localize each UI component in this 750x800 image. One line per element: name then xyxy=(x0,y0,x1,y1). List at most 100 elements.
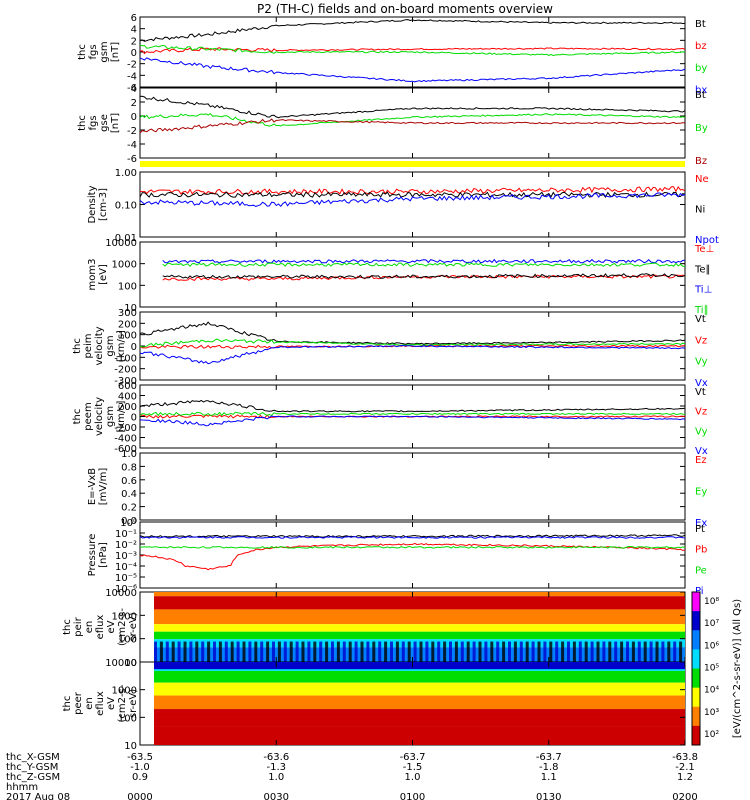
y-axis-label: E=-VxB[mV/m] xyxy=(87,468,109,506)
colorbar-segment xyxy=(692,668,700,689)
colorbar-segment xyxy=(692,706,700,727)
spectrogram-speckle xyxy=(549,641,553,662)
spectrogram-band xyxy=(154,726,685,745)
y-tick-label: 10 xyxy=(124,303,137,314)
spectrogram-band xyxy=(154,670,685,683)
spectrogram-speckle xyxy=(372,641,376,662)
spectrogram-speckle xyxy=(649,641,653,662)
spectrogram-band xyxy=(154,709,685,718)
ephemeris-value: -1.3 xyxy=(266,762,286,773)
spectrogram-speckle xyxy=(437,641,441,662)
y-axis-label-line: eflux xyxy=(95,691,106,716)
y-tick-label: 10⁻¹ xyxy=(115,529,137,540)
ephemeris-value: -63.8 xyxy=(672,752,698,763)
x-axis-label: hhmm xyxy=(6,782,38,793)
spectrogram-speckle xyxy=(266,641,270,662)
spectrogram-speckle xyxy=(360,641,364,662)
y-axis-label-line: Density xyxy=(87,185,98,223)
spectrogram-speckle xyxy=(443,641,447,662)
spectrogram-speckle xyxy=(413,641,417,662)
panel-4: 10000 1000 100 10 mom3[eV] Te⊥ Te∥ Ti⊥ Ti∥ xyxy=(87,238,714,316)
panel-2: 4 2 0 -2 -4 -6 thcfgsgse[nT] Bt By Bz xyxy=(77,84,708,167)
legend-entry: Vz xyxy=(695,407,707,418)
legend-entry: bx xyxy=(695,85,707,96)
colorbar-tick-label: 10² xyxy=(704,730,719,740)
y-axis-label-line: thc xyxy=(72,338,83,354)
y-axis-label: Pressure[nPa] xyxy=(87,534,109,577)
legend-entry: bz xyxy=(695,41,707,52)
legend-entry: Vx xyxy=(695,378,708,389)
y-axis-label-line: en xyxy=(84,697,95,710)
legend-entry: Bt xyxy=(695,90,706,101)
spectrogram-speckle xyxy=(224,641,228,662)
series-line-1 xyxy=(139,534,686,538)
spectrogram-speckle xyxy=(543,641,547,662)
spectrogram-speckle xyxy=(230,641,234,662)
legend-entry: Vz xyxy=(695,335,707,346)
spectrogram-speckle xyxy=(490,641,494,662)
legend-entry: Ni xyxy=(695,205,705,216)
spectrogram-speckle xyxy=(307,641,311,662)
y-tick-label: 200 xyxy=(118,402,137,413)
spectrogram-speckle xyxy=(631,641,635,662)
spectrogram-fill xyxy=(154,662,685,745)
spectrogram-speckle xyxy=(567,641,570,662)
spectrogram-speckle xyxy=(431,641,435,662)
spectrogram-speckle xyxy=(336,641,340,662)
y-axis-label-line: [nT] xyxy=(110,42,121,62)
y-axis-label-line: gse xyxy=(99,114,110,132)
y-tick-label: -200 xyxy=(114,423,137,434)
series-line-3 xyxy=(139,411,686,417)
spectrogram-speckle xyxy=(555,641,559,662)
series-line-1 xyxy=(139,185,686,195)
y-tick-label: 0.2 xyxy=(121,503,137,514)
x-tick-label: 0100 xyxy=(400,792,425,800)
y-tick-label: 200 xyxy=(118,319,137,330)
series-line-4 xyxy=(139,57,686,83)
ephemeris-value: -63.7 xyxy=(536,752,562,763)
y-axis-label: thcpeirenefluxeV(cm2-s-sr-eV) xyxy=(62,608,139,646)
spectrogram-speckle xyxy=(472,641,476,662)
y-axis-label-line: en xyxy=(84,621,95,634)
colorbar: 10⁸ 10⁷ 10⁶ 10⁵ 10⁴ 10³ 10² [eV/(cm^2-s-sr-eV)]… xyxy=(691,591,743,746)
spectrogram-speckle xyxy=(466,641,470,662)
y-axis-label-line: velocity xyxy=(94,326,105,365)
y-tick-label: 0 xyxy=(131,342,137,353)
spectrogram-speckle xyxy=(590,641,594,662)
spectrogram-speckle xyxy=(313,641,317,662)
legend-entry: Vy xyxy=(695,426,708,437)
y-tick-label: 10⁻⁴ xyxy=(115,562,137,573)
y-axis-label-line: thc xyxy=(62,619,73,635)
spectrogram-speckle xyxy=(584,641,588,662)
y-axis-label-line: [km/s] xyxy=(116,400,127,432)
y-axis-label-line: thc xyxy=(72,409,83,425)
spectrogram-speckle xyxy=(154,641,157,662)
spectrogram-speckle xyxy=(449,641,452,662)
ephemeris-value: 1.1 xyxy=(541,772,557,783)
series-line-3 xyxy=(162,258,686,264)
footer-group: thc_X-GSM -63.5 -63.6 -63.7 -63.7 -63.8 thc_Y-… xyxy=(6,752,698,800)
legend-entry: Npot xyxy=(695,235,719,246)
y-tick-label: 10 xyxy=(124,741,137,752)
ephemeris-value: -1.5 xyxy=(403,762,423,773)
y-tick-label: 100 xyxy=(118,331,137,342)
series-line-2 xyxy=(162,273,686,279)
spectrogram-speckle xyxy=(484,641,488,662)
spectrogram-band xyxy=(154,717,685,727)
y-axis-label: thcfgsgsm[nT] xyxy=(77,41,121,62)
ephemeris-value: -63.7 xyxy=(400,752,426,763)
y-tick-label: 0.8 xyxy=(121,462,137,473)
spectrogram-speckle xyxy=(295,641,299,662)
legend-entry: Ex xyxy=(695,518,707,529)
x-tick-label: 0130 xyxy=(536,792,561,800)
spectrogram-band xyxy=(154,662,685,670)
y-tick-label: 2 xyxy=(131,98,137,109)
legend-entry: Ey xyxy=(695,487,707,498)
spectrogram-speckle xyxy=(395,641,399,662)
spectrogram-speckle xyxy=(626,641,629,662)
y-axis-label-line: sr-eV) xyxy=(128,612,139,641)
ephemeris-value: 1.0 xyxy=(268,772,284,783)
y-axis-label-line: thc xyxy=(77,115,88,131)
spectrogram-speckle xyxy=(419,641,423,662)
